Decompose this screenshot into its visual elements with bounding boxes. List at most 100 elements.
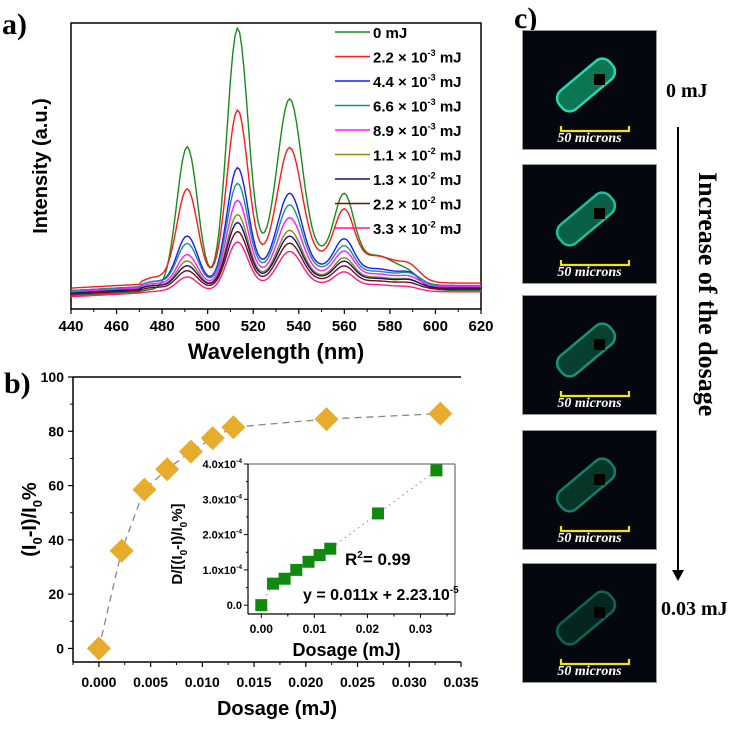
x-tick-label: 600 [423, 318, 448, 335]
crystal-icon [555, 57, 631, 133]
start-dose-label: 0 mJ [666, 80, 708, 102]
y-axis-title: Intensity (a.u.) [30, 98, 52, 234]
spectrum-line-3 [70, 182, 481, 292]
x-axis-title: Dosage (mJ) [217, 698, 337, 720]
square-point [290, 563, 303, 576]
square-point [266, 577, 279, 590]
crystal-icon [555, 322, 631, 398]
x-tick-label: 0.015 [237, 674, 272, 690]
dosage-arrow-label: Increase of the dosage [693, 172, 722, 417]
diamond-point [178, 439, 203, 464]
micrograph-image: 50 microns [522, 430, 657, 550]
panel-label-b: b) [4, 367, 31, 400]
inset-y-tick-label: 4.0x10-4 [202, 458, 242, 471]
x-tick-label: 0.005 [133, 674, 168, 690]
diamond-point [109, 538, 134, 563]
legend-label: 2.2 × 10-2 mJ [373, 195, 462, 214]
inset-y-tick-label: 3.0x10-4 [202, 493, 242, 506]
micrograph-image: 50 microns [522, 295, 657, 415]
scale-bar-label: 50 microns [557, 131, 622, 146]
diamond-point [221, 415, 246, 440]
square-point [278, 572, 291, 585]
legend-label: 8.9 × 10-3 mJ [373, 121, 462, 140]
diamond-point [132, 477, 157, 502]
crystal-icon [555, 590, 631, 666]
micrograph-image: 50 microns [522, 30, 657, 150]
y-tick-label: 20 [48, 586, 64, 602]
trend-dashed-line [98, 412, 441, 649]
spectrum-line-4 [70, 199, 481, 293]
x-axis-title: Wavelength (nm) [188, 339, 364, 364]
square-point [313, 549, 326, 562]
y-tick-label: 80 [48, 423, 64, 439]
legend-label: 0 mJ [373, 25, 407, 42]
y-tick-label: 100 [41, 369, 65, 385]
micrograph-image: 50 microns [522, 164, 657, 284]
spectrum-line-1 [70, 108, 481, 289]
diamond-point [155, 457, 180, 482]
x-tick-label: 0.030 [392, 674, 427, 690]
y-tick-label: 40 [48, 532, 64, 548]
legend-label: 3.3 × 10-2 mJ [373, 219, 462, 238]
inset-x-axis-title: Dosage (mJ) [292, 640, 400, 660]
legend-label: 4.4 × 10-3 mJ [373, 72, 462, 91]
legend-label: 6.6 × 10-3 mJ [373, 97, 462, 116]
x-tick-label: 0.010 [185, 674, 220, 690]
inset-y-tick-label: 2.0x10-4 [202, 529, 242, 542]
x-tick-label: 440 [58, 318, 83, 335]
dosage-arrow [677, 127, 679, 574]
panel-label-a: a) [2, 8, 27, 41]
x-tick-label: 0.025 [340, 674, 375, 690]
crystal-icon [555, 457, 631, 533]
inset-x-tick-label: 0.00 [250, 622, 274, 636]
crystal-icon [555, 191, 631, 267]
end-dose-label: 0.03 mJ [661, 598, 728, 620]
fit-equation-annotation: y = 0.011x + 2.23.10-5 [303, 585, 459, 604]
spectrum-line-7 [70, 230, 481, 295]
scale-bar-label: 50 microns [557, 664, 622, 679]
square-point [324, 542, 337, 555]
micrograph-image: 50 microns [522, 563, 657, 683]
x-tick-label: 620 [468, 318, 493, 335]
y-tick-label: 0 [56, 640, 64, 656]
arrow-head-icon [672, 570, 684, 581]
diamond-point [428, 401, 453, 426]
y-axis-title: (I0-I)/I0% [19, 482, 45, 557]
inset-y-tick-label: 0.0 [227, 600, 242, 612]
scale-bar-label: 50 microns [557, 396, 622, 411]
square-point [430, 464, 443, 477]
diamond-point [86, 636, 111, 661]
x-tick-label: 480 [150, 318, 175, 335]
x-tick-label: 0.000 [81, 674, 116, 690]
inset-x-tick-label: 0.01 [303, 622, 327, 636]
x-tick-label: 500 [195, 318, 220, 335]
x-tick-label: 520 [241, 318, 266, 335]
panel-label-c: c) [514, 2, 538, 35]
inset-x-tick-label: 0.02 [356, 622, 380, 636]
square-point [255, 599, 268, 612]
legend-label: 2.2 × 10-3 mJ [373, 48, 462, 67]
spectrum-line-8 [70, 241, 481, 298]
x-tick-label: 0.020 [288, 674, 323, 690]
y-tick-label: 60 [48, 478, 64, 494]
inset-y-tick-label: 1.0x10-4 [202, 564, 242, 577]
inset-y-axis-title: D/[(I0-I)/I0%] [169, 503, 190, 584]
scale-bar-label: 50 microns [557, 531, 622, 546]
square-point [372, 507, 385, 520]
legend-label: 1.3 × 10-2 mJ [373, 170, 462, 189]
spectrum-line-6 [70, 221, 481, 294]
legend-label: 1.1 × 10-2 mJ [373, 146, 462, 165]
x-tick-label: 460 [104, 318, 129, 335]
inset-x-tick-label: 0.03 [409, 622, 433, 636]
square-point [302, 555, 315, 568]
x-tick-label: 560 [332, 318, 357, 335]
x-tick-label: 580 [377, 318, 402, 335]
x-tick-label: 540 [286, 318, 311, 335]
diamond-point [200, 426, 225, 451]
inset-background [248, 464, 455, 614]
x-tick-label: 0.035 [443, 674, 478, 690]
scale-bar-label: 50 microns [557, 265, 622, 280]
diamond-point [314, 407, 339, 432]
r-squared-annotation: R2= 0.99 [345, 550, 411, 569]
